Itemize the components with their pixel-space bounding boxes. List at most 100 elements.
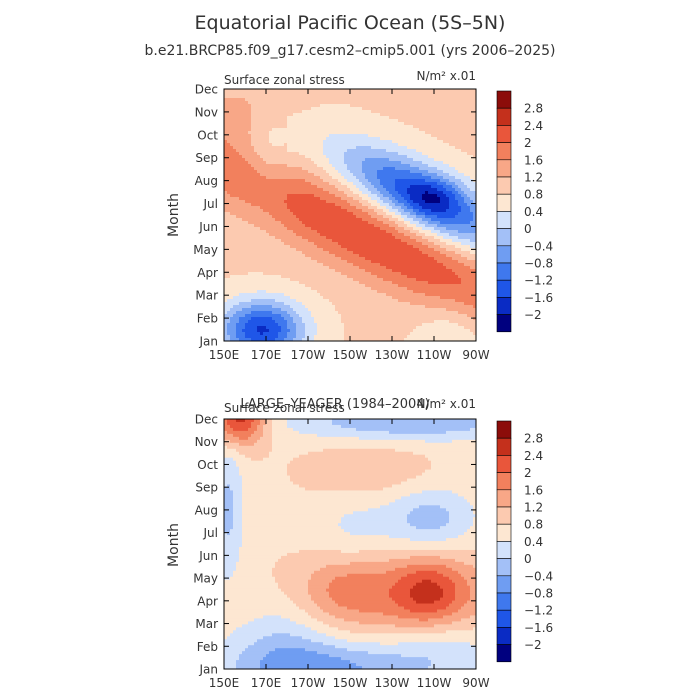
x-tick-label: 150E	[209, 676, 240, 690]
x-tick-label: 150W	[333, 676, 368, 690]
x-ticks-1: 150E 170E 170W 150W 130W 110W 90W	[209, 89, 490, 362]
y-tick-label: Apr	[197, 594, 218, 608]
colorbar-swatch	[496, 609, 512, 628]
x-tick-label: 130W	[375, 348, 410, 362]
y-tick-label: Nov	[195, 435, 218, 449]
colorbar-label: 0.4	[524, 205, 543, 219]
chart-panel-2: Surface zonal stress N/m² x.01 Jan Feb Mar…	[166, 397, 553, 690]
panel-title-2: LARGE–YEAGER (1984–2004)	[240, 397, 429, 412]
colorbar-swatch	[496, 523, 512, 542]
colorbar-swatch	[496, 193, 512, 212]
colorbar-label: −0.8	[524, 257, 553, 271]
colorbar-label: 2.8	[524, 432, 543, 446]
colorbar-label: 0.8	[524, 188, 543, 202]
y-ticks-1: Jan Feb Mar Apr May Jun Jul Aug Sep Oct Nov Dec	[193, 83, 476, 349]
colorbar-label: 0.4	[524, 535, 543, 549]
colorbar-label: −1.6	[524, 621, 553, 635]
y-tick-label: Jan	[199, 663, 219, 677]
x-tick-label: 170W	[291, 676, 326, 690]
colorbar-label: 0	[524, 552, 532, 566]
colorbar-label: −0.4	[524, 239, 553, 253]
contour-field-2	[224, 419, 476, 669]
colorbar-swatch	[496, 644, 512, 663]
page-subtitle: b.e21.BRCP85.f09_g17.cesm2–cmip5.001 (yr…	[144, 43, 556, 59]
colorbar-swatch	[496, 314, 512, 333]
y-tick-label: Aug	[195, 174, 218, 188]
y-tick-label: Mar	[195, 617, 218, 631]
colorbar-swatch	[496, 90, 512, 109]
colorbar-label: 2.8	[524, 102, 543, 116]
y-tick-label: Jan	[199, 335, 219, 349]
x-tick-label: 90W	[462, 676, 489, 690]
colorbar-1: 2.8 2.4 2 1.6 1.2 0.8 0.4 0 −0.4 −0.8 −1.2 −1.6 −2	[496, 90, 553, 333]
colorbar-label: −2	[524, 308, 542, 322]
colorbar-swatch	[496, 107, 512, 126]
colorbar-label: 0	[524, 222, 532, 236]
colorbar-swatch	[496, 541, 512, 559]
y-tick-label: Jul	[203, 197, 218, 211]
y-tick-label: May	[193, 243, 218, 257]
x-tick-label: 170E	[251, 676, 282, 690]
y-tick-label: Sep	[195, 481, 218, 495]
colorbar-label: −1.6	[524, 291, 553, 305]
y-tick-label: Feb	[197, 640, 218, 654]
colorbar-swatch	[496, 262, 512, 281]
panel-left-label-1: Surface zonal stress	[224, 73, 345, 87]
y-axis-label-1: Month	[166, 193, 182, 237]
colorbar-label: 1.6	[524, 483, 543, 497]
y-tick-label: Feb	[197, 312, 218, 326]
colorbar-label: 2.4	[524, 449, 543, 463]
y-tick-label: Jun	[198, 549, 218, 563]
colorbar-swatch	[496, 245, 512, 264]
page-title: Equatorial Pacific Ocean (5S–5N)	[194, 12, 506, 34]
colorbar-swatch	[496, 575, 512, 594]
y-tick-label: Sep	[195, 151, 218, 165]
colorbar-label: −0.4	[524, 569, 553, 583]
colorbar-swatch	[496, 506, 512, 525]
x-tick-label: 90W	[462, 348, 489, 362]
colorbar-swatch	[496, 455, 512, 473]
colorbar-swatch	[496, 437, 512, 456]
chart-panel-1: LARGE–YEAGER (1984–2004) Surface zonal s…	[166, 69, 553, 412]
y-tick-label: Oct	[197, 128, 218, 142]
y-tick-label: May	[193, 572, 218, 586]
colorbar-label: 1.6	[524, 153, 543, 167]
colorbar-swatch	[496, 558, 512, 577]
x-tick-label: 150E	[209, 348, 240, 362]
y-tick-label: Mar	[195, 289, 218, 303]
colorbar-swatch	[496, 142, 512, 161]
colorbar-label: −1.2	[524, 604, 553, 618]
colorbar-swatch	[496, 627, 512, 645]
x-tick-label: 150W	[333, 348, 368, 362]
x-ticks-2: 150E 170E 170W 150W 130W 110W 90W	[209, 419, 490, 690]
colorbar-swatch	[496, 159, 512, 178]
x-tick-label: 130W	[375, 676, 410, 690]
colorbar-label: −0.8	[524, 587, 553, 601]
colorbar-swatch	[496, 297, 512, 315]
contour-field-1	[224, 89, 476, 341]
y-tick-label: Jul	[203, 526, 218, 540]
panel-units-1: N/m² x.01	[416, 69, 476, 83]
y-tick-label: Jun	[198, 220, 218, 234]
y-tick-label: Aug	[195, 503, 218, 517]
colorbar-swatch	[496, 176, 512, 195]
y-tick-label: Dec	[195, 413, 218, 427]
colorbar-2: 2.8 2.4 2 1.6 1.2 0.8 0.4 0 −0.4 −0.8 −1.2 −1.6 −2	[496, 420, 553, 663]
colorbar-label: 2.4	[524, 119, 543, 133]
x-tick-label: 170W	[291, 348, 326, 362]
y-tick-label: Apr	[197, 266, 218, 280]
x-tick-label: 110W	[417, 676, 452, 690]
y-tick-label: Nov	[195, 105, 218, 119]
colorbar-swatch	[496, 592, 512, 611]
colorbar-swatch	[496, 228, 512, 247]
colorbar-swatch	[496, 279, 512, 298]
y-tick-label: Oct	[197, 458, 218, 472]
colorbar-label: 1.2	[524, 501, 543, 515]
panel-units-2: N/m² x.01	[416, 397, 476, 411]
x-tick-label: 170E	[251, 348, 282, 362]
colorbar-swatch	[496, 125, 512, 143]
colorbar-label: 2	[524, 136, 532, 150]
colorbar-swatch	[496, 420, 512, 439]
colorbar-swatch	[496, 211, 512, 229]
